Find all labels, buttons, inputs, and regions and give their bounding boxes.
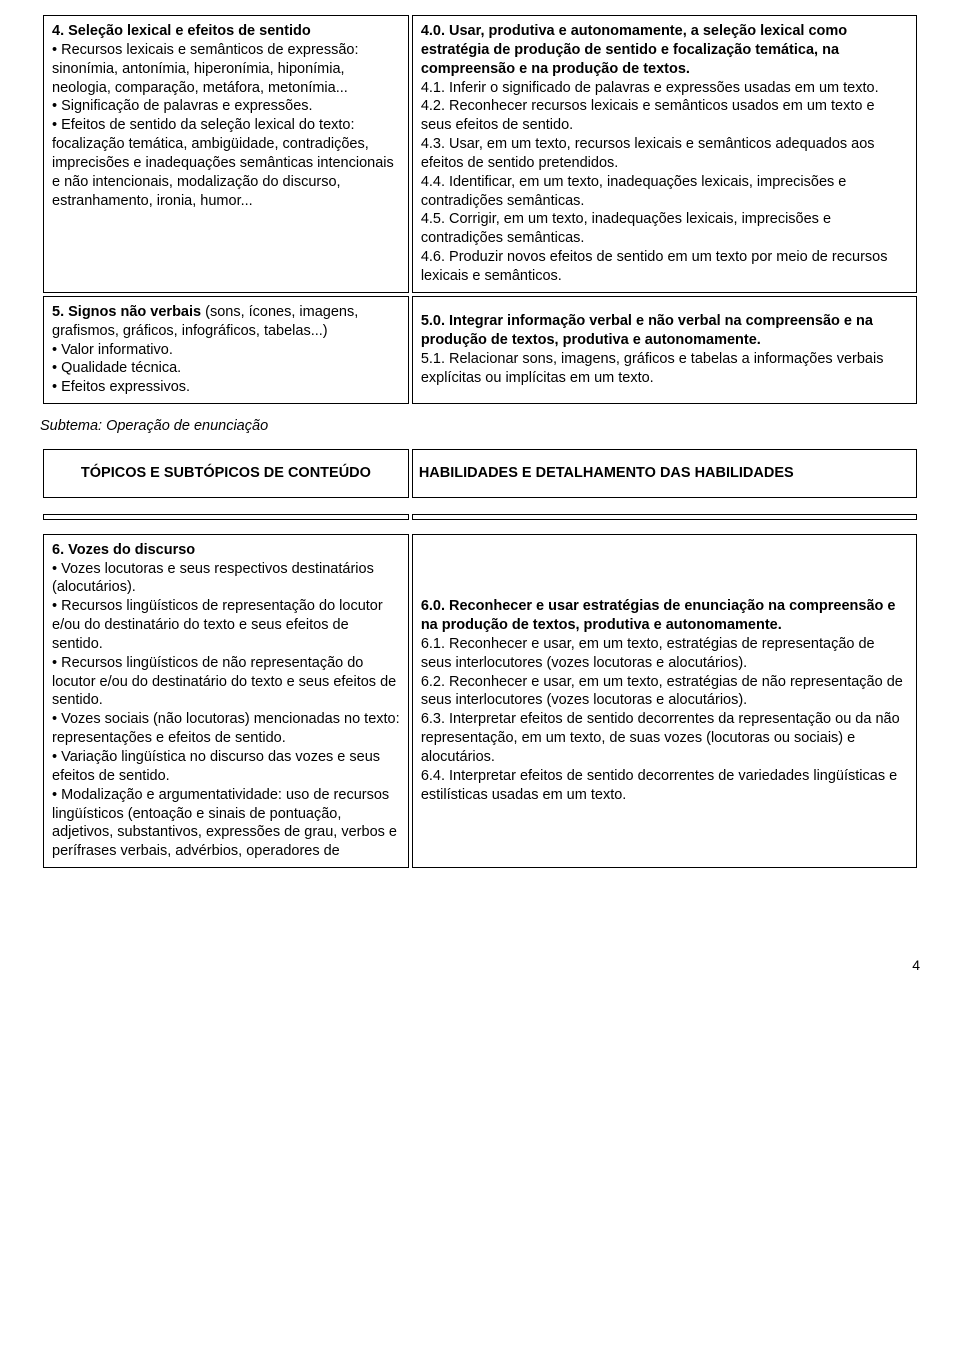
table-row: TÓPICOS E SUBTÓPICOS DE CONTEÚDO HABILID…: [43, 449, 917, 498]
row6-left-body: • Vozes locutoras e seus respectivos des…: [52, 560, 400, 862]
row6-right-lead: 6.0. Reconhecer e usar estratégias de en…: [421, 597, 908, 635]
row4-left-title: 4. Seleção lexical e efeitos de sentido: [52, 23, 311, 39]
cell-6-right: 6.0. Reconhecer e usar estratégias de en…: [412, 534, 917, 868]
subtema-label: Subtema: Operação de enunciação: [40, 417, 920, 436]
cell-4-right: 4.0. Usar, produtiva e autonomamente, a …: [412, 15, 917, 293]
row6-left-title: 6. Vozes do discurso: [52, 542, 195, 558]
cell-5-left: 5. Signos não verbais (sons, ícones, ima…: [43, 296, 409, 404]
cell-6-left: 6. Vozes do discurso • Vozes locutoras e…: [43, 534, 409, 868]
table-row: 4. Seleção lexical e efeitos de sentido …: [43, 15, 917, 293]
table-row: 6. Vozes do discurso • Vozes locutoras e…: [43, 534, 917, 868]
row5-right-body: 5.1. Relacionar sons, imagens, gráficos …: [421, 350, 908, 388]
content-table-2: 6. Vozes do discurso • Vozes locutoras e…: [40, 531, 920, 871]
content-table-1: 4. Seleção lexical e efeitos de sentido …: [40, 12, 920, 407]
row6-right-body: 6.1. Reconhecer e usar, em um texto, est…: [421, 635, 908, 805]
header-right: HABILIDADES E DETALHAMENTO DAS HABILIDAD…: [412, 449, 917, 498]
header-left: TÓPICOS E SUBTÓPICOS DE CONTEÚDO: [43, 449, 409, 498]
row4-right-body: 4.1. Inferir o significado de palavras e…: [421, 79, 908, 286]
table-row: 5. Signos não verbais (sons, ícones, ima…: [43, 296, 917, 404]
page-number: 4: [40, 956, 920, 974]
cell-5-right: 5.0. Integrar informação verbal e não ve…: [412, 296, 917, 404]
row4-left-body: • Recursos lexicais e semânticos de expr…: [52, 41, 400, 211]
cell-4-left: 4. Seleção lexical e efeitos de sentido …: [43, 15, 409, 293]
row4-right-lead: 4.0. Usar, produtiva e autonomamente, a …: [421, 22, 908, 79]
row5-right-lead: 5.0. Integrar informação verbal e não ve…: [421, 312, 908, 350]
spacer-row: [40, 511, 920, 523]
header-table: TÓPICOS E SUBTÓPICOS DE CONTEÚDO HABILID…: [40, 446, 920, 501]
row5-left-body: • Valor informativo. • Qualidade técnica…: [52, 341, 400, 398]
row5-left-title-a: 5. Signos não verbais: [52, 304, 205, 320]
